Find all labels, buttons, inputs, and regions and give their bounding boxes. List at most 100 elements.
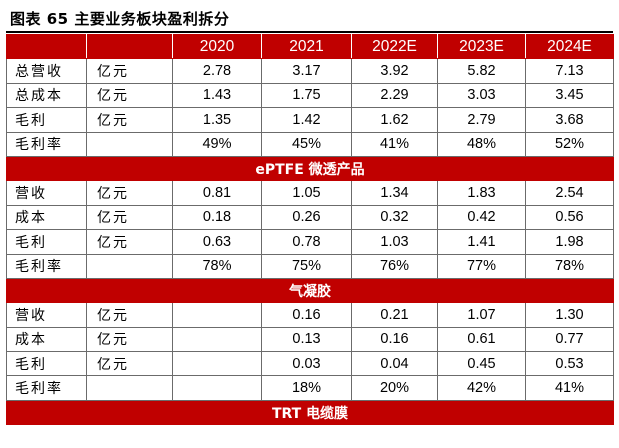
header-year: 2023E [437, 33, 526, 60]
row-label: 毛利 [6, 107, 87, 133]
table-row: 总成本 亿元 1.43 1.75 2.29 3.03 3.45 [6, 82, 614, 109]
value-cell: 1.42 [261, 107, 352, 133]
value-cell: 76% [351, 253, 438, 279]
value-cell: 7.13 [525, 58, 614, 84]
row-label: 毛利率 [6, 375, 87, 401]
header-year: 2024E [525, 33, 614, 60]
value-cell: 49% [172, 131, 262, 157]
value-cell: 1.30 [525, 302, 614, 328]
row-unit [86, 253, 173, 279]
row-label: 总营收 [6, 58, 87, 84]
value-cell: 78% [172, 253, 262, 279]
value-cell: 45% [261, 131, 352, 157]
row-label: 毛利率 [6, 131, 87, 157]
value-cell: 18% [261, 375, 352, 401]
row-label: 总成本 [6, 82, 87, 109]
value-cell: 0.18 [172, 204, 262, 231]
value-cell: 1.34 [351, 180, 438, 206]
section-header-row: ePTFE 微透产品 [6, 155, 614, 182]
value-cell: 3.92 [351, 58, 438, 84]
table-row: 毛利率 49% 45% 41% 48% 52% [6, 131, 614, 157]
value-cell: 3.17 [261, 58, 352, 84]
table-row: 毛利 亿元 1.35 1.42 1.62 2.79 3.68 [6, 107, 614, 133]
header-row: 2020 2021 2022E 2023E 2024E [6, 33, 614, 60]
header-year: 2021 [261, 33, 352, 60]
value-cell: 1.03 [351, 229, 438, 255]
value-cell: 0.81 [172, 180, 262, 206]
value-cell: 0.77 [525, 326, 614, 353]
value-cell: 2.79 [437, 107, 526, 133]
value-cell: 0.26 [261, 204, 352, 231]
value-cell: 1.05 [261, 180, 352, 206]
value-cell: 3.68 [525, 107, 614, 133]
section-header-row: 气凝胶 [6, 277, 614, 304]
row-unit: 亿元 [86, 58, 173, 84]
value-cell: 41% [351, 131, 438, 157]
value-cell: 1.75 [261, 82, 352, 109]
row-label: 营收 [6, 302, 87, 328]
row-unit: 亿元 [86, 82, 173, 109]
row-unit: 亿元 [86, 204, 173, 231]
table-row: 成本 亿元 0.13 0.16 0.61 0.77 [6, 326, 614, 353]
row-label: 成本 [6, 326, 87, 353]
table-row: 毛利 亿元 0.03 0.04 0.45 0.53 [6, 351, 614, 377]
value-cell: 0.04 [351, 351, 438, 377]
value-cell: 5.82 [437, 58, 526, 84]
value-cell: 42% [437, 375, 526, 401]
header-year: 2020 [172, 33, 262, 60]
value-cell [172, 351, 262, 377]
value-cell: 0.61 [437, 326, 526, 353]
value-cell: 0.42 [437, 204, 526, 231]
value-cell: 1.62 [351, 107, 438, 133]
value-cell [172, 302, 262, 328]
value-cell: 41% [525, 375, 614, 401]
value-cell [172, 375, 262, 401]
value-cell: 0.45 [437, 351, 526, 377]
value-cell: 20% [351, 375, 438, 401]
value-cell: 0.03 [261, 351, 352, 377]
value-cell: 1.43 [172, 82, 262, 109]
value-cell: 77% [437, 253, 526, 279]
table-row: 营收 亿元 0.16 0.21 1.07 1.30 [6, 302, 614, 328]
value-cell [172, 326, 262, 353]
row-unit [86, 131, 173, 157]
value-cell: 2.29 [351, 82, 438, 109]
header-year: 2022E [351, 33, 438, 60]
value-cell: 0.78 [261, 229, 352, 255]
value-cell: 0.53 [525, 351, 614, 377]
value-cell: 2.78 [172, 58, 262, 84]
row-unit: 亿元 [86, 351, 173, 377]
value-cell: 3.45 [525, 82, 614, 109]
value-cell: 0.13 [261, 326, 352, 353]
table-row: 总营收 亿元 2.78 3.17 3.92 5.82 7.13 [6, 58, 614, 84]
value-cell: 78% [525, 253, 614, 279]
value-cell: 1.41 [437, 229, 526, 255]
row-label: 毛利率 [6, 253, 87, 279]
figure-title: 图表 65 主要业务板块盈利拆分 [10, 10, 230, 28]
row-unit: 亿元 [86, 180, 173, 206]
section-title: TRT 电缆膜 [6, 399, 614, 426]
row-unit: 亿元 [86, 302, 173, 328]
table-row: 毛利率 18% 20% 42% 41% [6, 375, 614, 401]
row-unit [86, 375, 173, 401]
table-row: 毛利率 78% 75% 76% 77% 78% [6, 253, 614, 279]
value-cell: 1.98 [525, 229, 614, 255]
table-body: 2020 2021 2022E 2023E 2024E 总营收 亿元 2.78 3.1… [6, 33, 614, 426]
value-cell: 2.54 [525, 180, 614, 206]
value-cell: 0.32 [351, 204, 438, 231]
header-blank-label [6, 33, 87, 60]
value-cell: 0.56 [525, 204, 614, 231]
value-cell: 1.83 [437, 180, 526, 206]
value-cell: 1.07 [437, 302, 526, 328]
row-unit: 亿元 [86, 326, 173, 353]
value-cell: 3.03 [437, 82, 526, 109]
section-header-row: TRT 电缆膜 [6, 399, 614, 426]
profit-breakdown-table: 2020 2021 2022E 2023E 2024E 总营收 亿元 2.78 3.1… [6, 33, 614, 426]
value-cell: 0.63 [172, 229, 262, 255]
row-unit: 亿元 [86, 229, 173, 255]
table-row: 成本 亿元 0.18 0.26 0.32 0.42 0.56 [6, 204, 614, 231]
title-rule [6, 31, 613, 33]
row-label: 毛利 [6, 351, 87, 377]
section-title: 气凝胶 [6, 277, 614, 304]
value-cell: 0.21 [351, 302, 438, 328]
